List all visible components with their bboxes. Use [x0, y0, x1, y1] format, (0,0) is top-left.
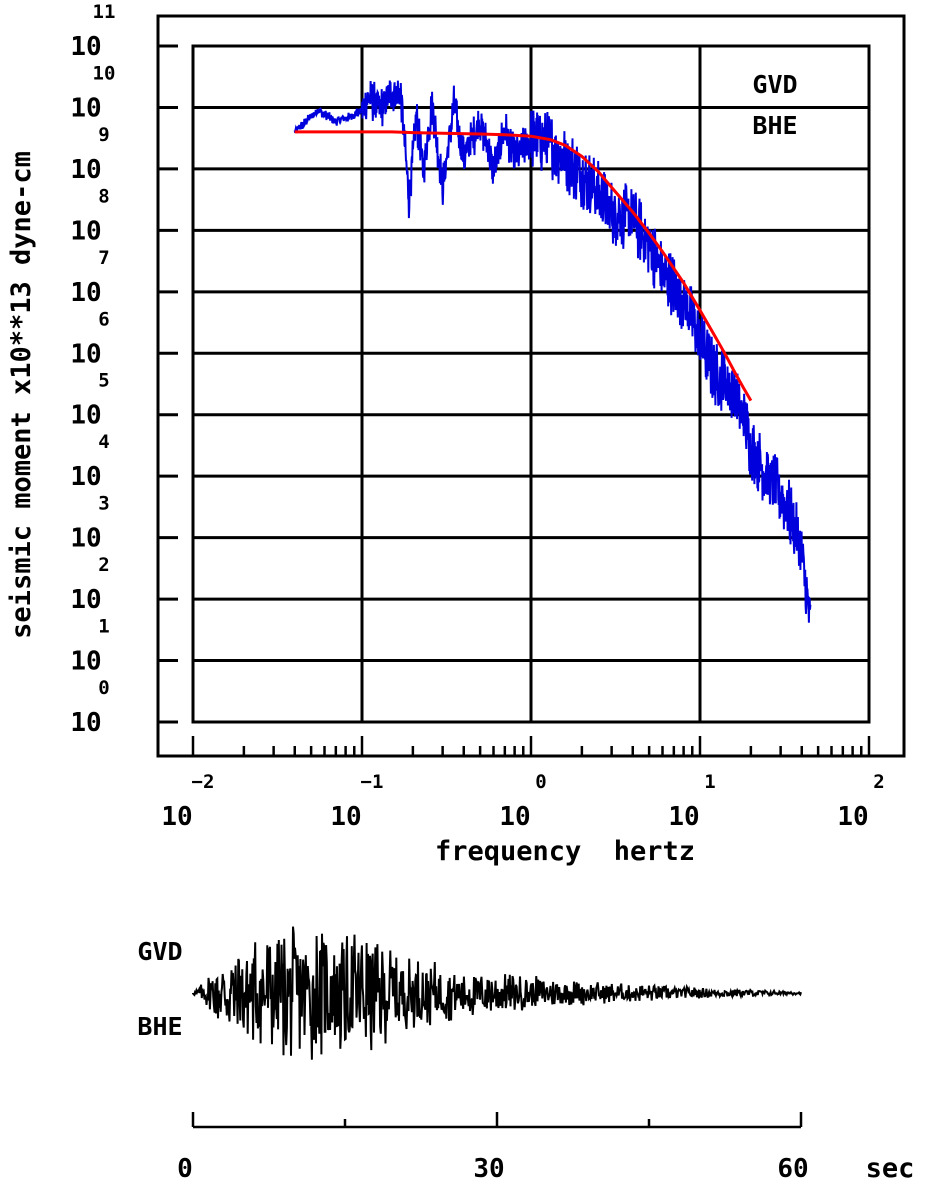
spectrum-series-observed	[293, 80, 812, 623]
seismogram-tick-label: 0	[177, 1154, 193, 1184]
y-tick-label-exponent: 5	[98, 370, 109, 392]
y-tick-label-base: 10	[70, 216, 101, 246]
y-tick-label-exponent: 1	[98, 616, 109, 638]
x-tick-label-base: 10	[499, 802, 530, 832]
x-tick-label-base: 10	[161, 802, 192, 832]
y-tick-label-exponent: 10	[93, 62, 116, 84]
y-tick-label-base: 10	[70, 708, 101, 738]
y-tick-label-exponent: 9	[98, 124, 109, 146]
x-tick-label-base: 10	[668, 802, 699, 832]
y-tick-label-base: 10	[70, 93, 101, 123]
spectrum-series-model	[294, 130, 753, 402]
x-tick-label-base: 10	[330, 802, 361, 832]
spectrum-x-axis-label: frequency hertz	[435, 836, 695, 867]
y-tick-label-base: 10	[70, 278, 101, 308]
y-tick-label-exponent: 11	[93, 1, 116, 23]
y-tick-label-exponent: 2	[98, 554, 109, 576]
seismogram-channel-label: BHE	[137, 1012, 182, 1041]
spectrum-tick-marks	[158, 44, 871, 756]
x-tick-label-exponent: 0	[535, 771, 546, 793]
y-tick-label-base: 10	[70, 155, 101, 185]
y-tick-label-exponent: 7	[98, 247, 109, 269]
y-tick-label-exponent: 6	[98, 308, 109, 330]
seismogram-chart: GVD BHE 0 30 60 sec	[137, 926, 915, 1184]
y-tick-label-base: 10	[70, 647, 101, 677]
y-tick-label-exponent: 4	[98, 431, 109, 453]
seismogram-tick-label: 30	[473, 1154, 504, 1184]
x-tick-label-exponent: −1	[361, 771, 384, 793]
y-tick-label-base: 10	[70, 401, 101, 431]
y-tick-label-base: 10	[70, 585, 101, 615]
seismogram-trace	[192, 926, 802, 1060]
y-tick-label-exponent: 0	[98, 677, 109, 699]
spectrum-y-axis-label: seismic moment x10**13 dyne-cm	[6, 151, 37, 639]
x-tick-label-base: 10	[837, 802, 868, 832]
x-tick-label-exponent: 2	[873, 771, 884, 793]
spectrum-series-group	[293, 80, 812, 623]
y-tick-label-exponent: 3	[98, 493, 109, 515]
x-tick-label-exponent: 1	[704, 771, 715, 793]
seismogram-station-label: GVD	[137, 937, 182, 966]
y-tick-label-base: 10	[70, 32, 101, 62]
seismogram-tick-label: 60	[777, 1154, 808, 1184]
spectrum-channel-label: BHE	[752, 111, 797, 140]
seismogram-x-axis-label: sec	[866, 1153, 915, 1184]
spectrum-grid	[193, 46, 869, 722]
y-tick-label-base: 10	[70, 339, 101, 369]
y-tick-label-exponent: 8	[98, 185, 109, 207]
x-tick-label-exponent: −2	[192, 771, 215, 793]
spectrum-station-label: GVD	[752, 70, 797, 99]
y-tick-label-base: 10	[70, 524, 101, 554]
seismogram-trace-group	[192, 926, 802, 1060]
seismogram-time-axis: 0 30 60	[177, 1112, 809, 1184]
y-tick-label-base: 10	[70, 462, 101, 492]
